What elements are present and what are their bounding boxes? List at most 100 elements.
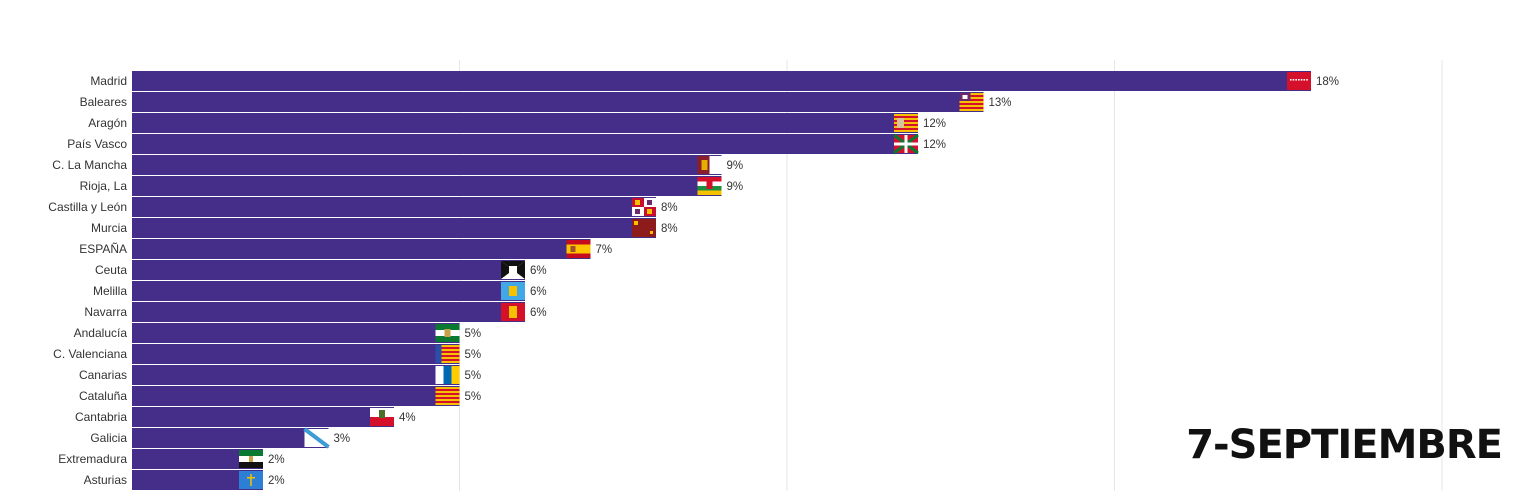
category-label: Castilla y León	[48, 200, 127, 214]
flag-galicia-icon	[303, 427, 330, 449]
bar-row: País Vasco 12%	[67, 133, 946, 155]
category-label: Rioja, La	[80, 179, 128, 193]
flag-murcia-icon	[632, 219, 656, 237]
flag-ceuta-icon	[501, 261, 525, 279]
bar-row: Madrid 18%	[90, 71, 1339, 91]
category-label: C. Valenciana	[53, 347, 127, 361]
bar	[132, 344, 460, 364]
bar	[132, 218, 656, 238]
flag-espana-icon	[566, 240, 591, 258]
bar	[132, 239, 591, 259]
bar	[132, 134, 918, 154]
value-label: 12%	[923, 118, 946, 130]
bar-row: Cataluña 5%	[79, 386, 481, 406]
bar-row: Aragón 12%	[88, 113, 946, 133]
value-label: 5%	[465, 328, 482, 340]
flag-aragon-icon	[894, 114, 918, 132]
bar-row: Ceuta 6%	[95, 260, 547, 280]
bar	[132, 407, 394, 427]
bar	[132, 449, 263, 469]
category-label: Asturias	[84, 473, 127, 487]
value-label: 8%	[661, 223, 678, 235]
bar-row: Cantabria 4%	[75, 407, 416, 427]
bar-row: Galicia 3%	[90, 427, 351, 449]
flag-cantabria-icon	[370, 408, 394, 426]
bar	[132, 155, 722, 175]
flag-andalucia-icon	[435, 324, 460, 342]
category-label: País Vasco	[67, 137, 127, 151]
value-label: 2%	[268, 454, 285, 466]
value-label: 6%	[530, 307, 547, 319]
flag-extremadura-icon	[239, 450, 263, 468]
flag-canarias-icon	[435, 366, 460, 384]
bar	[132, 470, 263, 490]
value-label: 5%	[465, 370, 482, 382]
bar-row: Extremadura 2%	[58, 449, 285, 469]
bar-row: Andalucía 5%	[74, 323, 482, 343]
bar	[132, 92, 984, 112]
bars-group: Madrid 18% Baleares 13% Aragón 12% País Vasco 1…	[48, 71, 1339, 490]
bar	[132, 71, 1311, 91]
flag-pais-vasco-icon	[893, 133, 919, 155]
bar	[132, 428, 329, 448]
flag-castilla-y-leon-icon	[632, 198, 656, 216]
category-label: Baleares	[80, 95, 127, 109]
value-label: 7%	[596, 244, 613, 256]
value-label: 12%	[923, 139, 946, 151]
value-label: 9%	[727, 160, 744, 172]
value-label: 6%	[530, 265, 547, 277]
bar	[132, 176, 722, 196]
bar	[132, 323, 460, 343]
value-label: 2%	[268, 475, 285, 487]
bar	[132, 197, 656, 217]
flag-baleares-icon	[959, 93, 984, 111]
category-label: ESPAÑA	[79, 242, 127, 256]
bar-row: Murcia 8%	[91, 218, 678, 238]
category-label: Cantabria	[75, 410, 127, 424]
bar-row: Navarra 6%	[84, 302, 547, 322]
flag-asturias-icon	[239, 471, 263, 489]
flag-madrid-icon	[1287, 72, 1311, 90]
category-label: Navarra	[84, 305, 127, 319]
date-label: 7-SEPTIEMBRE	[1186, 422, 1503, 468]
bar	[132, 113, 918, 133]
category-label: Cataluña	[79, 389, 127, 403]
value-label: 4%	[399, 412, 416, 424]
category-label: Ceuta	[95, 263, 127, 277]
value-label: 8%	[661, 202, 678, 214]
flag-c-valenciana-icon	[435, 345, 460, 363]
bar-row: Baleares 13%	[80, 92, 1012, 112]
value-label: 18%	[1316, 76, 1339, 88]
flag-cataluna-icon	[435, 387, 460, 405]
value-label: 6%	[530, 286, 547, 298]
category-label: C. La Mancha	[52, 158, 127, 172]
category-label: Galicia	[90, 431, 127, 445]
value-label: 3%	[334, 433, 351, 445]
bar-row: C. La Mancha 9%	[52, 155, 743, 175]
bar	[132, 260, 525, 280]
bar-row: Asturias 2%	[84, 470, 285, 490]
value-label: 9%	[727, 181, 744, 193]
category-label: Extremadura	[58, 452, 127, 466]
bar-row: C. Valenciana 5%	[53, 344, 481, 364]
value-label: 5%	[465, 349, 482, 361]
bar-row: Rioja, La 9%	[80, 176, 744, 196]
bar-row: ESPAÑA 7%	[79, 239, 612, 259]
category-label: Canarias	[79, 368, 127, 382]
value-label: 13%	[989, 97, 1012, 109]
flag-melilla-icon	[501, 282, 525, 300]
flag-castilla-la-mancha-icon	[697, 156, 722, 174]
bar	[132, 365, 460, 385]
bar	[132, 386, 460, 406]
flag-navarra-icon	[501, 303, 525, 321]
flag-la-rioja-icon	[697, 177, 722, 195]
category-label: Murcia	[91, 221, 127, 235]
bar	[132, 302, 525, 322]
bar-row: Canarias 5%	[79, 365, 481, 385]
category-label: Aragón	[88, 116, 127, 130]
bar	[132, 281, 525, 301]
category-label: Andalucía	[74, 326, 128, 340]
category-label: Melilla	[93, 284, 127, 298]
value-label: 5%	[465, 391, 482, 403]
